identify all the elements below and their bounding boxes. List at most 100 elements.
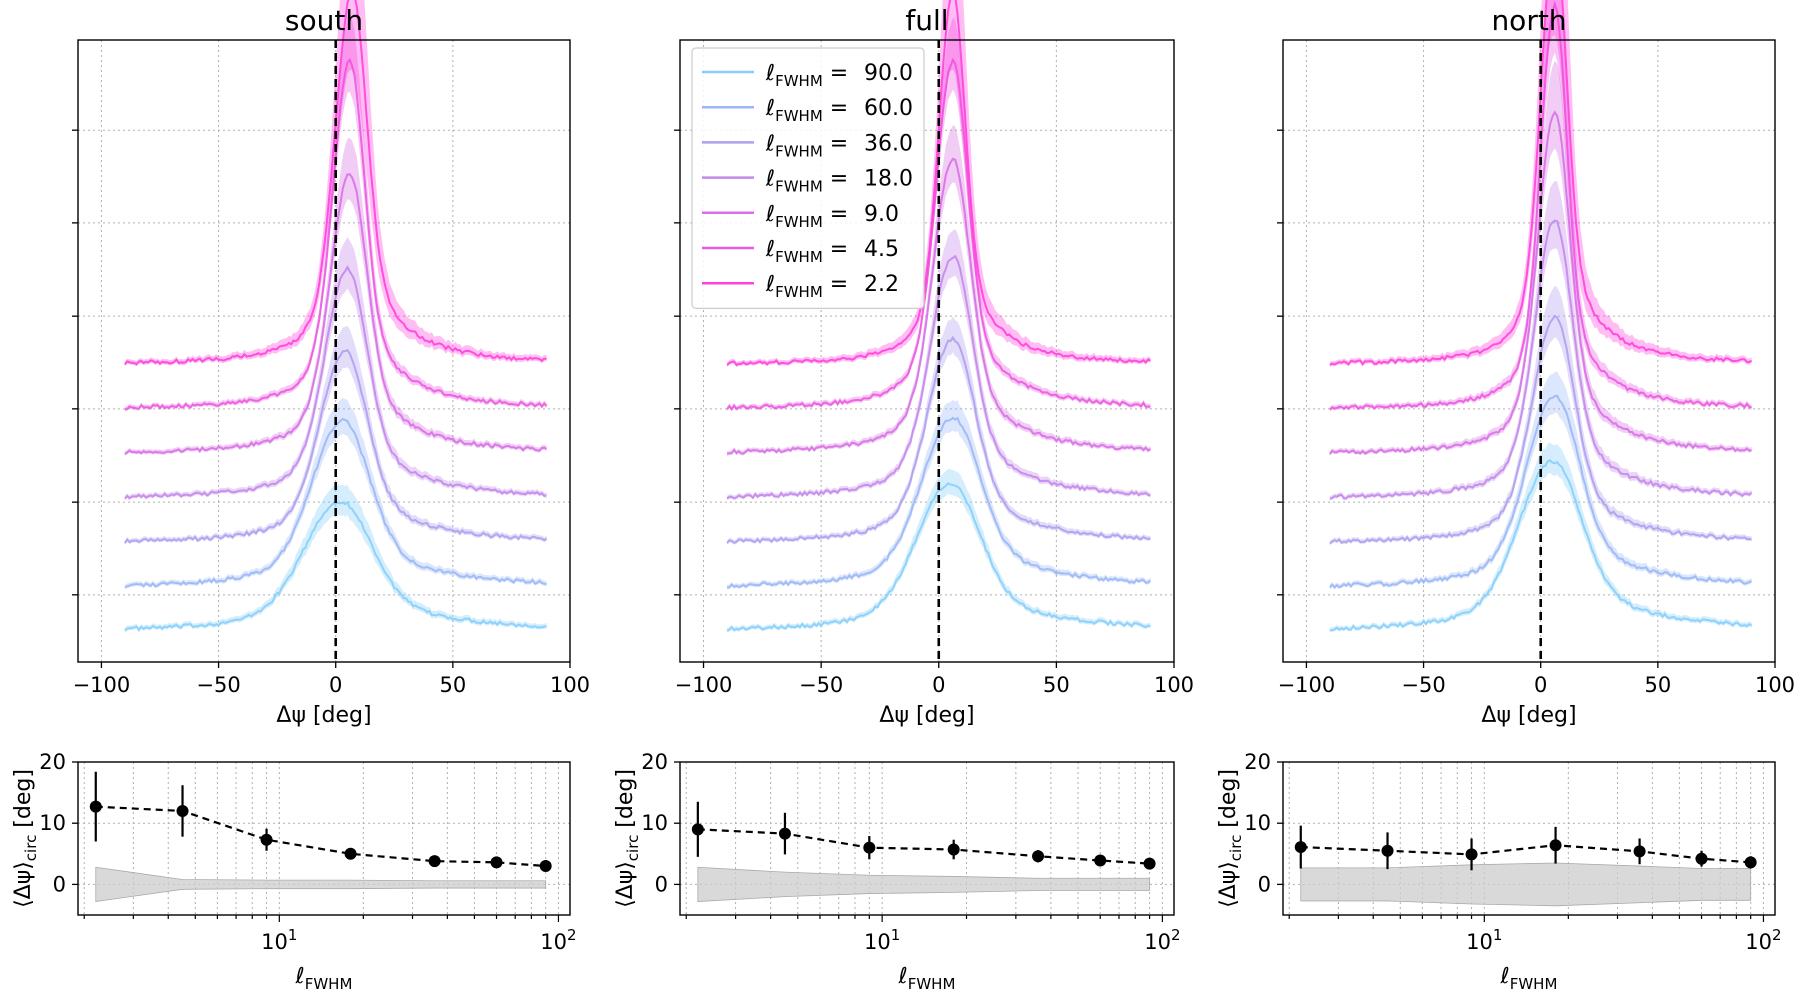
null-distribution-band xyxy=(95,866,547,902)
x-tick-label: 50 xyxy=(439,673,466,697)
legend-value: 9.0 xyxy=(864,202,899,227)
top-panel-full: −100 −50 0 50 100 Δψ [deg] full xyxy=(674,0,1194,728)
data-point xyxy=(260,833,273,846)
legend-label-symbol: ℓ xyxy=(765,202,775,227)
curve-4.5 xyxy=(726,57,1151,411)
legend-value: 4.5 xyxy=(864,237,899,262)
legend-label-sub: FWHM xyxy=(775,107,823,125)
y-tick-label: 0 xyxy=(1258,872,1271,896)
x-tick-label: −100 xyxy=(73,673,131,697)
y-axis-label-main: ⟨Δψ⟩ xyxy=(1216,861,1241,908)
null-distribution-band xyxy=(1300,862,1752,907)
y-axis-label: ⟨Δψ⟩circ [deg] xyxy=(11,769,40,908)
x-tick-label: −50 xyxy=(1401,673,1445,697)
legend-label: ℓFWHM = xyxy=(765,167,848,196)
x-tick-label: 100 xyxy=(1154,673,1194,697)
data-point xyxy=(778,827,791,840)
axes-frame xyxy=(77,39,571,663)
panel-title: north xyxy=(1491,4,1566,37)
x-tick-label: 100 xyxy=(1755,673,1795,697)
legend-label-equals: = xyxy=(823,272,848,297)
x-tick-label: 0 xyxy=(932,673,945,697)
curve-9.0 xyxy=(124,173,548,455)
tick-exponent: 2 xyxy=(567,926,577,944)
data-point xyxy=(1143,857,1156,870)
mean-dashed-line xyxy=(1300,844,1751,864)
legend-label-equals: = xyxy=(823,167,848,192)
data-point xyxy=(1094,854,1107,867)
y-tick-label: 20 xyxy=(1244,750,1271,774)
x-tick-label: 0 xyxy=(1534,673,1547,697)
bottom-panel-south: 0 10 20 101 102 ℓFWHM ⟨Δψ⟩circ [deg] xyxy=(11,750,577,993)
x-tick-label: 50 xyxy=(1644,673,1671,697)
y-tick-label: 10 xyxy=(39,811,66,835)
y-tick-label: 20 xyxy=(641,750,668,774)
y-axis-label-unit: [deg] xyxy=(613,769,638,835)
x-axis-label: ℓFWHM xyxy=(1500,964,1558,993)
data-point xyxy=(1633,845,1646,858)
tick-exponent: 1 xyxy=(1493,926,1503,944)
y-axis-label-sub: circ xyxy=(1227,835,1245,862)
x-tick-label: 101 xyxy=(261,926,297,954)
panel-title: south xyxy=(285,4,363,37)
bottom-panel-north: 0 10 20 101 102 ℓFWHM ⟨Δψ⟩circ [deg] xyxy=(1216,750,1782,993)
x-tick-label: 102 xyxy=(1144,926,1180,954)
x-tick-label: 100 xyxy=(550,673,590,697)
legend-box xyxy=(691,47,925,309)
axes-frame xyxy=(1282,761,1776,916)
curve-18.0 xyxy=(124,265,547,500)
legend-value: 2.2 xyxy=(864,272,899,297)
legend-label: ℓFWHM = xyxy=(765,61,848,90)
x-tick-label: −50 xyxy=(799,673,843,697)
x-axis-label-sub: FWHM xyxy=(305,975,353,993)
data-point xyxy=(1465,848,1478,861)
data-point xyxy=(344,847,357,860)
legend-label-equals: = xyxy=(823,131,848,156)
axes-frame xyxy=(77,761,571,916)
legend-label: ℓFWHM = xyxy=(765,96,848,125)
data-point xyxy=(863,841,876,854)
y-axis-label-sub: circ xyxy=(22,835,40,862)
y-axis-label-unit: [deg] xyxy=(11,769,36,835)
curve-36.0 xyxy=(124,348,548,544)
legend-label-equals: = xyxy=(823,202,848,227)
legend-label-symbol: ℓ xyxy=(765,61,775,86)
x-tick-label: −100 xyxy=(1278,673,1336,697)
confidence-band-90.0 xyxy=(1329,442,1752,633)
data-point xyxy=(490,856,503,869)
legend-value: 90.0 xyxy=(864,61,913,86)
y-tick-label: 10 xyxy=(641,811,668,835)
x-tick-label: −50 xyxy=(196,673,240,697)
legend-label-sub: FWHM xyxy=(775,72,823,90)
x-axis-label-sub: FWHM xyxy=(1510,975,1558,993)
data-point xyxy=(1032,850,1045,863)
legend-label-sub: FWHM xyxy=(775,213,823,231)
confidence-band-18.0 xyxy=(727,228,1151,501)
legend-label-symbol: ℓ xyxy=(765,131,775,156)
y-axis-label-sub: circ xyxy=(624,835,642,862)
legend-label: ℓFWHM = xyxy=(765,202,848,231)
data-point xyxy=(691,823,704,836)
legend-label-equals: = xyxy=(823,96,848,121)
legend-label-symbol: ℓ xyxy=(765,237,775,262)
curve-9.0 xyxy=(726,157,1152,455)
tick-exponent: 1 xyxy=(288,926,298,944)
x-axis-label-sub: FWHM xyxy=(908,975,956,993)
legend-value: 18.0 xyxy=(864,167,913,192)
curve-60.0 xyxy=(124,417,547,589)
curve-36.0 xyxy=(726,335,1151,544)
tick-exponent: 2 xyxy=(1772,926,1782,944)
x-tick-label: 101 xyxy=(1466,926,1502,954)
y-tick-label: 20 xyxy=(39,750,66,774)
top-panel-south: −100 −50 0 50 100 Δψ [deg] south xyxy=(72,0,590,728)
data-point xyxy=(1294,841,1307,854)
x-axis-label: ℓFWHM xyxy=(898,964,956,993)
legend-label-equals: = xyxy=(823,237,848,262)
y-axis-label: ⟨Δψ⟩circ [deg] xyxy=(613,769,642,908)
data-point xyxy=(539,860,552,873)
legend-label-symbol: ℓ xyxy=(765,272,775,297)
data-point xyxy=(1744,856,1757,869)
legend-label-sub: FWHM xyxy=(775,178,823,196)
